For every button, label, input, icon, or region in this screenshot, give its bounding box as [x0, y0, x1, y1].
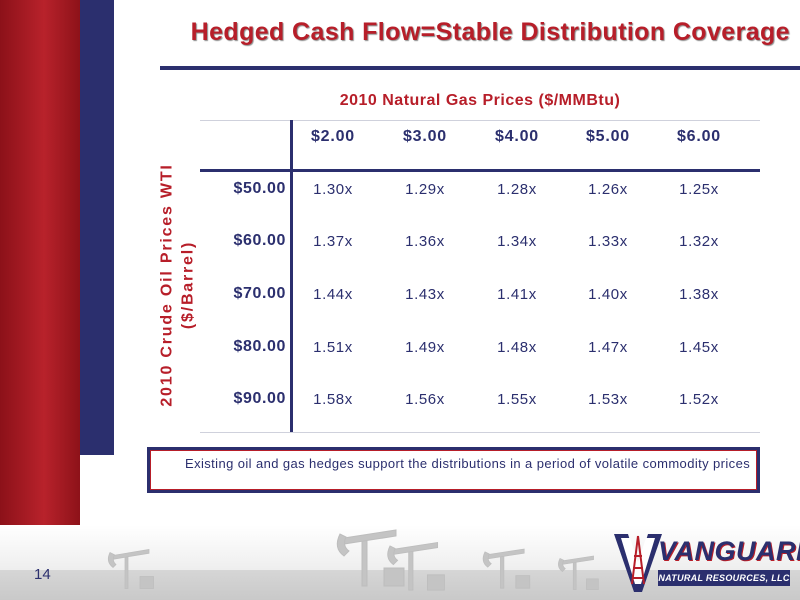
company-logo: VANGUARD NATURAL RESOURCES, LLC [612, 528, 800, 594]
table-cell: 1.29x [405, 181, 445, 198]
left-red-bar [0, 0, 80, 540]
table-bottom-rule [200, 432, 760, 433]
row-axis-title: 2010 Crude Oil Prices WTI ($/Barrel) [148, 160, 208, 410]
table-cell: 1.49x [405, 339, 445, 356]
slide-title: Hedged Cash Flow=Stable Distribution Cov… [190, 18, 790, 46]
note-box: Existing oil and gas hedges support the … [147, 447, 760, 493]
page-number: 14 [34, 566, 51, 583]
row-axis-title-text: 2010 Crude Oil Prices WTI ($/Barrel) [157, 163, 199, 406]
column-header: $2.00 [310, 128, 356, 145]
table-cell: 1.52x [679, 391, 719, 408]
table-cell: 1.32x [679, 233, 719, 250]
table-row-header-divider [290, 120, 293, 433]
row-header: $60.00 [233, 232, 286, 249]
note-text: Existing oil and gas hedges support the … [150, 450, 757, 490]
table-cell: 1.51x [313, 339, 353, 356]
row-axis-title-line2: ($/Barrel) [180, 240, 198, 330]
row-axis-title-line1: 2010 Crude Oil Prices WTI [159, 163, 177, 407]
row-header: $70.00 [233, 285, 286, 302]
table-cell: 1.26x [588, 181, 628, 198]
oil-pumpjack-icon [107, 529, 599, 591]
table-cell: 1.44x [313, 286, 353, 303]
table-cell: 1.28x [497, 181, 537, 198]
logo-subtitle: NATURAL RESOURCES, LLC [658, 570, 790, 586]
table-cell: 1.41x [497, 286, 537, 303]
table-cell: 1.36x [405, 233, 445, 250]
table-cell: 1.40x [588, 286, 628, 303]
column-header: $6.00 [676, 128, 722, 145]
table-header-divider [200, 169, 760, 172]
row-header: $80.00 [233, 338, 286, 355]
table-cell: 1.25x [679, 181, 719, 198]
logo-wordmark: VANGUARD [658, 536, 800, 566]
table-cell: 1.53x [588, 391, 628, 408]
column-header: $3.00 [402, 128, 448, 145]
table-cell: 1.38x [679, 286, 719, 303]
title-divider [160, 66, 800, 70]
table-cell: 1.30x [313, 181, 353, 198]
table-cell: 1.55x [497, 391, 537, 408]
table-cell: 1.34x [497, 233, 537, 250]
table-cell: 1.33x [588, 233, 628, 250]
table-cell: 1.56x [405, 391, 445, 408]
table-cell: 1.45x [679, 339, 719, 356]
column-header: $4.00 [494, 128, 540, 145]
table-cell: 1.47x [588, 339, 628, 356]
table-top-rule [200, 120, 760, 121]
table-cell: 1.43x [405, 286, 445, 303]
column-header: $5.00 [585, 128, 631, 145]
table-cell: 1.48x [497, 339, 537, 356]
left-navy-bar [80, 0, 114, 455]
table-cell: 1.58x [313, 391, 353, 408]
row-header: $50.00 [233, 180, 286, 197]
table-cell: 1.37x [313, 233, 353, 250]
column-axis-title: 2010 Natural Gas Prices ($/MMBtu) [339, 92, 621, 109]
derrick-v-icon [614, 534, 662, 592]
row-header: $90.00 [233, 390, 286, 407]
